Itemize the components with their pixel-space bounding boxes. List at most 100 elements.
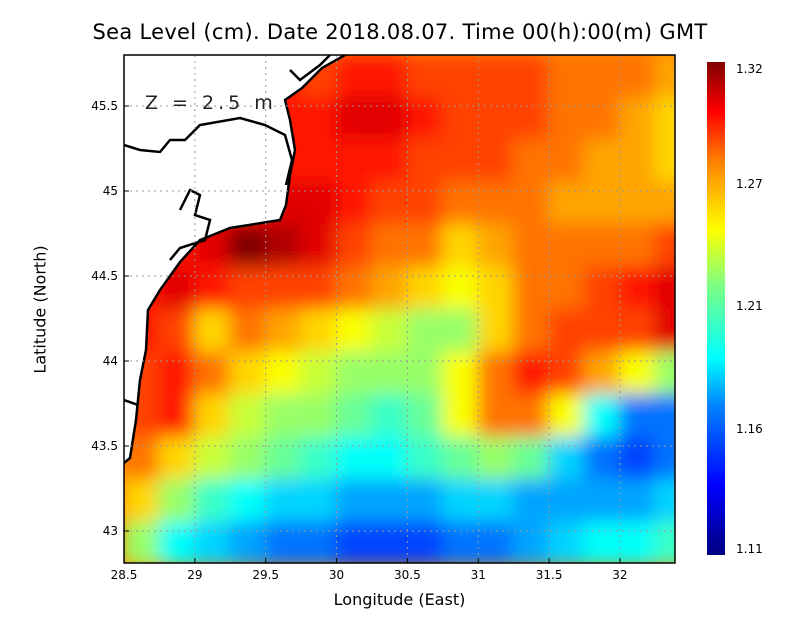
- heatmap-cell: [654, 266, 675, 311]
- axis-ticks: 28.5 29 29.5 30 30.5 31 31.5 32 43 43.5 44 44.5 45 45…: [91, 99, 627, 582]
- heatmap-cell: [370, 224, 409, 269]
- heatmap-cell: [335, 479, 373, 524]
- heatmap-cell: [441, 181, 480, 226]
- heatmap-cell: [335, 394, 373, 439]
- heatmap-cell: [548, 266, 586, 311]
- y-tick-label: 45.5: [91, 99, 118, 113]
- heatmap-cell: [583, 309, 621, 354]
- heatmap-cell: [654, 394, 675, 439]
- heatmap-cell: [370, 55, 409, 99]
- colorbar-tick-label: 1.16: [736, 422, 763, 436]
- colorbar-tick-label: 1.32: [736, 62, 763, 76]
- coastline: [124, 55, 346, 464]
- heatmap-cell: [193, 521, 232, 563]
- x-tick-label: 28.5: [111, 568, 138, 582]
- y-tick-label: 43.5: [91, 439, 118, 453]
- heatmap-cell: [654, 55, 675, 99]
- colorbar-tick-label: 1.21: [736, 299, 763, 313]
- heatmap-cell: [583, 96, 621, 141]
- heatmap-cell: [477, 266, 515, 311]
- heatmap-cell: [158, 351, 196, 396]
- heatmap-cell: [406, 96, 444, 141]
- heatmap-cell: [441, 394, 480, 439]
- heatmap-cell: [548, 521, 586, 563]
- heatmap-cell: [548, 181, 586, 226]
- x-axis-label: Longitude (East): [333, 590, 466, 609]
- heatmap-cell: [441, 139, 480, 184]
- heatmap-cell: [477, 181, 515, 226]
- heatmap-cell: [264, 394, 303, 439]
- x-tick-label: 29: [187, 568, 202, 582]
- heatmap-cell: [618, 181, 657, 226]
- heatmap-cell: [229, 521, 267, 563]
- heatmap-cell: [300, 521, 338, 563]
- heatmap-cell: [406, 479, 444, 524]
- heatmap-cell: [618, 266, 657, 311]
- heatmap-cell: [512, 521, 551, 563]
- coastline-inland: [124, 55, 331, 407]
- x-tick-label: 30.5: [394, 568, 421, 582]
- heatmap-cell: [477, 139, 515, 184]
- heatmap-cell: [406, 55, 444, 99]
- heatmap-cell: [264, 351, 303, 396]
- heatmap-cell: [512, 309, 551, 354]
- heatmap-cell: [441, 436, 480, 481]
- heatmap-cell: [654, 436, 675, 481]
- heatmap-cell: [335, 436, 373, 481]
- heatmap-cell: [441, 309, 480, 354]
- heatmap-cell: [300, 309, 338, 354]
- heatmap-cell: [300, 139, 338, 184]
- heatmap-cell: [124, 479, 161, 524]
- heatmap-cell: [654, 139, 675, 184]
- plot-frame: [123, 54, 676, 564]
- heatmap-cell: [512, 139, 551, 184]
- heatmap-cell: [229, 436, 267, 481]
- heatmap-cell: [618, 96, 657, 141]
- y-tick-label: 45: [103, 184, 118, 198]
- heatmap-cell: [406, 351, 444, 396]
- heatmap-cell: [193, 436, 232, 481]
- heatmap-cell: [124, 521, 161, 563]
- heatmap-cell: [264, 266, 303, 311]
- colorbar-tick-label: 1.11: [736, 542, 763, 556]
- heatmap-cell: [548, 436, 586, 481]
- heatmap-cell: [477, 394, 515, 439]
- heatmap-cell: [229, 224, 267, 269]
- heatmap-cell: [406, 436, 444, 481]
- heatmap-cell: [512, 394, 551, 439]
- grid-lines: [124, 55, 675, 563]
- heatmap-cell: [477, 96, 515, 141]
- heatmap-cell: [264, 436, 303, 481]
- heatmap-cell: [370, 394, 409, 439]
- heatmap-cell: [477, 436, 515, 481]
- heatmap-cell: [193, 351, 232, 396]
- heatmap-cell: [654, 96, 675, 141]
- heatmap-cell: [300, 181, 338, 226]
- heatmap-cell: [618, 436, 657, 481]
- heatmap-cell: [370, 309, 409, 354]
- heatmap-cell: [229, 351, 267, 396]
- heatmap-cell: [441, 479, 480, 524]
- heatmap-cell: [264, 309, 303, 354]
- heatmap-cell: [335, 266, 373, 311]
- heatmap-cell: [548, 394, 586, 439]
- heatmap-cell: [477, 55, 515, 99]
- heatmap-cell: [512, 181, 551, 226]
- heatmap-cell: [583, 266, 621, 311]
- heatmap-cell: [548, 351, 586, 396]
- heatmap-cell: [512, 436, 551, 481]
- heatmap-cell: [300, 436, 338, 481]
- heatmap-cell: [654, 351, 675, 396]
- heatmap-cell: [300, 394, 338, 439]
- heatmap-cell: [441, 224, 480, 269]
- heatmap-cell: [229, 309, 267, 354]
- colorbar-tick-label: 1.27: [736, 177, 763, 191]
- heatmap-cell: [512, 96, 551, 141]
- heatmap-cell: [441, 266, 480, 311]
- heatmap-cell: [583, 55, 621, 99]
- heatmap-cell: [583, 224, 621, 269]
- heatmap-cell: [158, 394, 196, 439]
- heatmap-cell: [618, 309, 657, 354]
